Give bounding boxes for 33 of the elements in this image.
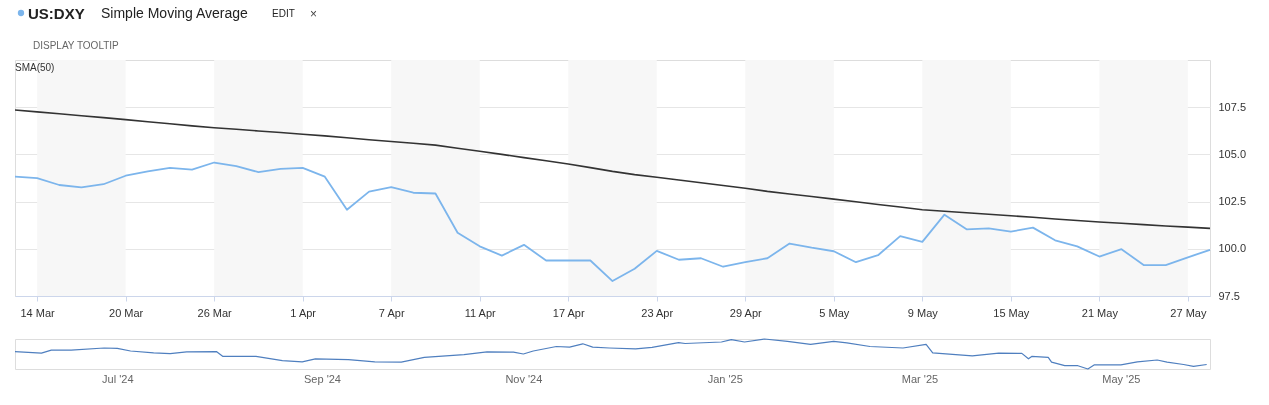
legend-label: US:DXY: [28, 5, 85, 22]
line-series: [14, 109, 1211, 230]
x-tick-label: 7 Apr: [378, 306, 405, 319]
x-tick-label: 14 Mar: [20, 306, 56, 319]
y-tick-label: 100.0: [1218, 242, 1247, 255]
y-tick-label: 107.5: [1218, 100, 1247, 113]
x-tick-label: 29 Apr: [729, 306, 763, 319]
x-tick-label: 27 May: [1170, 306, 1207, 319]
text: SMA(50): [15, 62, 55, 73]
x-tick-label: Jul '24: [102, 372, 134, 385]
x-tick-label: 21 May: [1081, 306, 1119, 319]
x-tick-label: 1 Apr: [290, 306, 317, 319]
text: Simple Moving Average: [101, 5, 249, 21]
x-tick-label: 15 May: [993, 306, 1030, 319]
x-tick-label: 17 Apr: [552, 306, 585, 319]
x-tick-label: May '25: [1102, 372, 1141, 385]
y-tick-label: 97.5: [1218, 289, 1240, 302]
y-tick-label: 105.0: [1218, 147, 1247, 160]
x-tick-label: 11 Apr: [464, 306, 497, 319]
x-tick-label: 5 May: [819, 306, 850, 319]
text: ×: [310, 7, 318, 21]
line-series: [14, 161, 1211, 282]
y-tick-label: 102.5: [1218, 195, 1247, 208]
x-tick-label: Nov '24: [505, 372, 543, 385]
text: EDIT: [272, 8, 295, 19]
x-tick-label: 20 Mar: [109, 306, 144, 319]
x-tick-label: Jan '25: [707, 372, 743, 385]
x-tick-label: 26 Mar: [197, 306, 233, 319]
x-tick-label: 23 Apr: [641, 306, 674, 319]
x-tick-label: 9 May: [907, 306, 939, 319]
x-tick-label: Mar '25: [901, 372, 939, 385]
x-tick-label: Sep '24: [304, 372, 341, 385]
text: DISPLAY TOOLTIP: [33, 40, 120, 51]
